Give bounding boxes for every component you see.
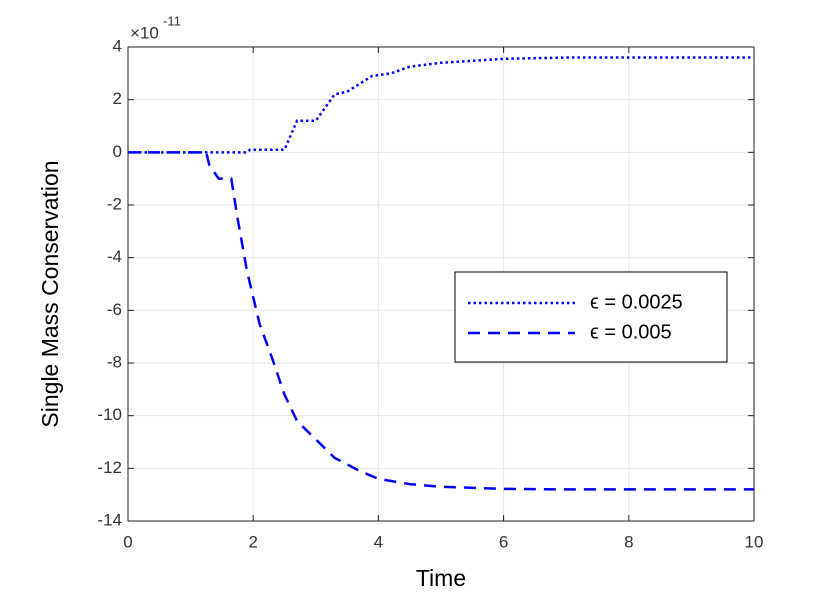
y-tick-label: -6	[107, 300, 122, 319]
x-tick-label: 0	[123, 532, 132, 551]
y-tick-label: 2	[113, 89, 122, 108]
legend-label: ϵ = 0.005	[590, 321, 672, 343]
legend-label: ϵ = 0.0025	[590, 291, 683, 313]
y-scale-exponent: -11	[163, 13, 181, 28]
y-scale-base: ×10	[130, 23, 159, 42]
y-tick-label: -8	[107, 352, 122, 371]
y-tick-label: -12	[97, 458, 122, 477]
plot-frame	[127, 46, 755, 522]
y-tick-label: 4	[113, 36, 122, 55]
legend-box	[454, 271, 728, 363]
x-tick-label: 2	[248, 532, 257, 551]
series-line	[128, 151, 754, 491]
y-axis-label: Single Mass Conservation	[37, 160, 63, 427]
y-tick-label: -2	[107, 194, 122, 213]
x-tick-label: 4	[374, 532, 383, 551]
x-tick-label: 8	[624, 532, 633, 551]
x-tick-label: 6	[499, 532, 508, 551]
y-tick-label: 0	[113, 142, 122, 161]
series-line	[128, 56, 754, 154]
x-axis-label: Time	[416, 565, 466, 591]
y-tick-label: -14	[97, 510, 122, 529]
y-tick-label: -4	[107, 247, 122, 266]
y-tick-label: -10	[97, 405, 122, 424]
x-tick-label: 10	[745, 532, 764, 551]
